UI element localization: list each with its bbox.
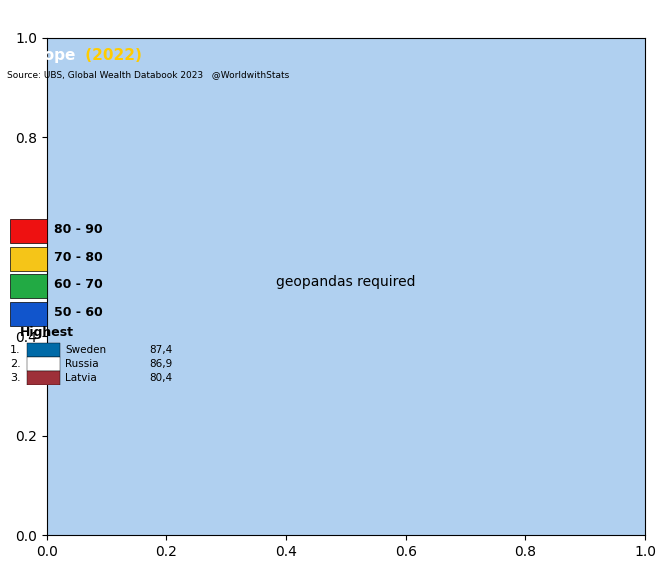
Text: 87,4: 87,4 xyxy=(150,345,172,355)
Text: Europe: Europe xyxy=(15,48,76,63)
Text: 60 - 70: 60 - 70 xyxy=(54,278,103,291)
Text: Latvia: Latvia xyxy=(66,373,97,383)
FancyBboxPatch shape xyxy=(27,343,60,357)
FancyBboxPatch shape xyxy=(10,219,47,243)
Text: 3.: 3. xyxy=(10,373,21,383)
Text: 86,9: 86,9 xyxy=(150,359,172,369)
FancyBboxPatch shape xyxy=(10,302,47,326)
FancyBboxPatch shape xyxy=(27,357,60,371)
Text: 1.: 1. xyxy=(10,345,21,355)
Text: Sweden: Sweden xyxy=(66,345,107,355)
FancyBboxPatch shape xyxy=(27,371,60,385)
Text: 80 - 90: 80 - 90 xyxy=(54,223,102,236)
Text: 2.: 2. xyxy=(10,359,21,369)
Text: Highest: Highest xyxy=(20,327,74,339)
Text: 50 - 60: 50 - 60 xyxy=(54,306,103,319)
Text: geopandas required: geopandas required xyxy=(276,276,415,289)
Text: 70 - 80: 70 - 80 xyxy=(54,251,103,263)
FancyBboxPatch shape xyxy=(10,247,47,271)
Text: 80,4: 80,4 xyxy=(150,373,172,383)
Text: Source: UBS, Global Wealth Databook 2023   @WorldwithStats: Source: UBS, Global Wealth Databook 2023… xyxy=(7,71,289,79)
Text: Russia: Russia xyxy=(66,359,99,369)
Text: (2022): (2022) xyxy=(80,48,142,63)
Text: Gini index of wealth inequality in: Gini index of wealth inequality in xyxy=(15,20,299,34)
FancyBboxPatch shape xyxy=(10,274,47,298)
